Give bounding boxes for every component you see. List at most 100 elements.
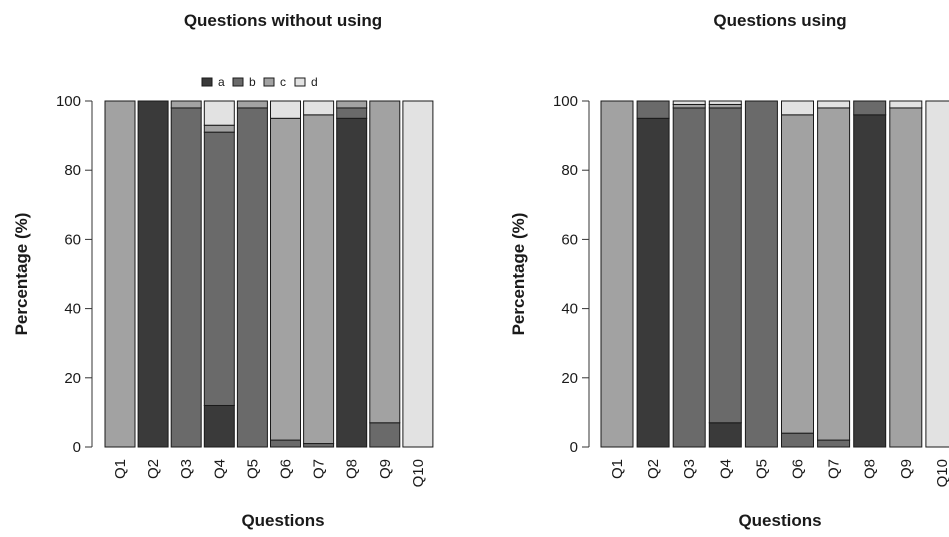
bar-segment-q6-d [781,100,814,116]
legend-label-a: a [218,75,225,89]
chart-panel-using: Questions using Questions Percentage (%)… [509,11,949,530]
bar-segment-q4-d [708,100,742,105]
bar-segment-q5-b [744,100,778,448]
bar-segment-q8-a [336,117,368,448]
x-tick-label: Q4 [717,459,734,479]
bar-segment-q9-c [889,107,923,448]
bar-segment-q10-d [925,100,949,448]
legend-label-d: d [311,75,318,89]
y-tick-label: 100 [56,93,81,110]
bar-segment-q9-d [889,100,923,109]
bar-segment-q3-c [170,100,202,109]
x-axis-label: Questions [241,511,324,530]
bar-segment-q8-c [336,100,368,109]
bar-segment-q3-b [170,107,202,448]
bar-segment-q6-b [270,439,301,448]
x-tick-label: Q7 [311,459,328,479]
bar-segment-q3-d [672,100,706,105]
bar-segment-q2-b [636,100,670,119]
y-tick-label: 20 [64,370,81,387]
bar-segment-q8-b [853,100,887,116]
x-tick-label: Q9 [898,459,915,479]
bar-segment-q7-b [817,439,851,448]
bar-segment-q3-c [672,103,706,109]
x-tick-label: Q5 [753,459,770,479]
x-axis: Q1 Q2 Q3 Q4 Q5 Q6 Q7 Q8 Q9 Q10 [609,459,949,487]
y-axis-label: Percentage (%) [509,213,528,336]
bar-segment-q4-a [708,422,742,448]
y-tick-label: 0 [73,439,81,456]
y-tick-label: 100 [553,93,578,110]
bar-segment-q6-c [781,114,814,434]
bar-segment-q7-d [817,100,851,109]
bar-segment-q2-a [636,117,670,448]
bar-segment-q1-c [600,100,634,448]
legend: a b c d [201,75,318,89]
bar-segment-q4-c [203,124,235,133]
y-tick-label: 20 [561,370,578,387]
chart-panel-without-using: Questions without using Questions Percen… [12,11,434,530]
x-tick-label: Q1 [609,459,626,479]
bar-segment-q8-a [853,114,887,448]
x-tick-label: Q8 [862,459,879,479]
x-tick-label: Q7 [826,459,843,479]
bar-segment-q3-b [672,107,706,448]
x-tick-label: Q8 [344,459,361,479]
bar-segment-q7-c [817,107,851,441]
x-tick-label: Q2 [645,459,662,479]
bar-segment-q9-b [369,422,401,448]
bar-segment-q5-b [236,107,268,448]
bar-segment-q7-b [303,443,335,448]
bar-segment-q2-a [137,100,169,448]
x-tick-label: Q5 [244,459,261,479]
bar-segment-q1-c [104,100,136,448]
bar-segment-q8-b [336,107,368,119]
x-tick-label: Q2 [145,459,162,479]
legend-swatch-b [232,77,244,87]
x-tick-label: Q6 [790,459,807,479]
x-tick-label: Q1 [112,459,129,479]
bar-segment-q6-b [781,432,814,448]
bar-segment-q5-c [236,100,268,109]
bar-segment-q9-c [369,100,401,424]
x-axis-label: Questions [738,511,821,530]
bars [104,100,434,448]
x-tick-label: Q10 [410,459,427,487]
bar-segment-q4-b [203,131,235,406]
bar-segment-q6-d [270,100,301,119]
x-axis: Q1 Q2 Q3 Q4 Q5 Q6 Q7 Q8 Q9 Q10 [112,459,427,487]
legend-swatch-a [201,77,213,87]
bar-segment-q6-c [270,117,301,441]
bar-segment-q7-d [303,100,335,116]
legend-label-b: b [249,75,256,89]
chart-title: Questions using [713,11,846,30]
y-tick-label: 0 [570,439,578,456]
bar-segment-q7-c [303,114,335,445]
legend-swatch-d [294,77,306,87]
y-tick-label: 40 [561,301,578,318]
x-tick-label: Q3 [681,459,698,479]
x-tick-label: Q6 [278,459,295,479]
y-tick-label: 60 [64,231,81,248]
bar-segment-q4-b [708,107,742,424]
y-tick-label: 60 [561,231,578,248]
legend-swatch-c [263,77,275,87]
bar-segment-q4-c [708,103,742,109]
y-axis: 0 20 40 60 80 100 [553,93,590,456]
bars [600,100,949,448]
bar-segment-q4-d [203,100,235,126]
bar-segment-q4-a [203,404,235,448]
y-tick-label: 80 [561,162,578,179]
y-tick-label: 80 [64,162,81,179]
legend-label-c: c [280,75,286,89]
x-tick-label: Q3 [178,459,195,479]
bar-segment-q10-d [402,100,434,448]
y-tick-label: 40 [64,301,81,318]
x-tick-label: Q10 [934,459,949,487]
x-tick-label: Q4 [211,459,228,479]
chart-title: Questions without using [184,11,382,30]
y-axis-label: Percentage (%) [12,213,31,336]
x-tick-label: Q9 [377,459,394,479]
y-axis: 0 20 40 60 80 100 [56,93,93,456]
